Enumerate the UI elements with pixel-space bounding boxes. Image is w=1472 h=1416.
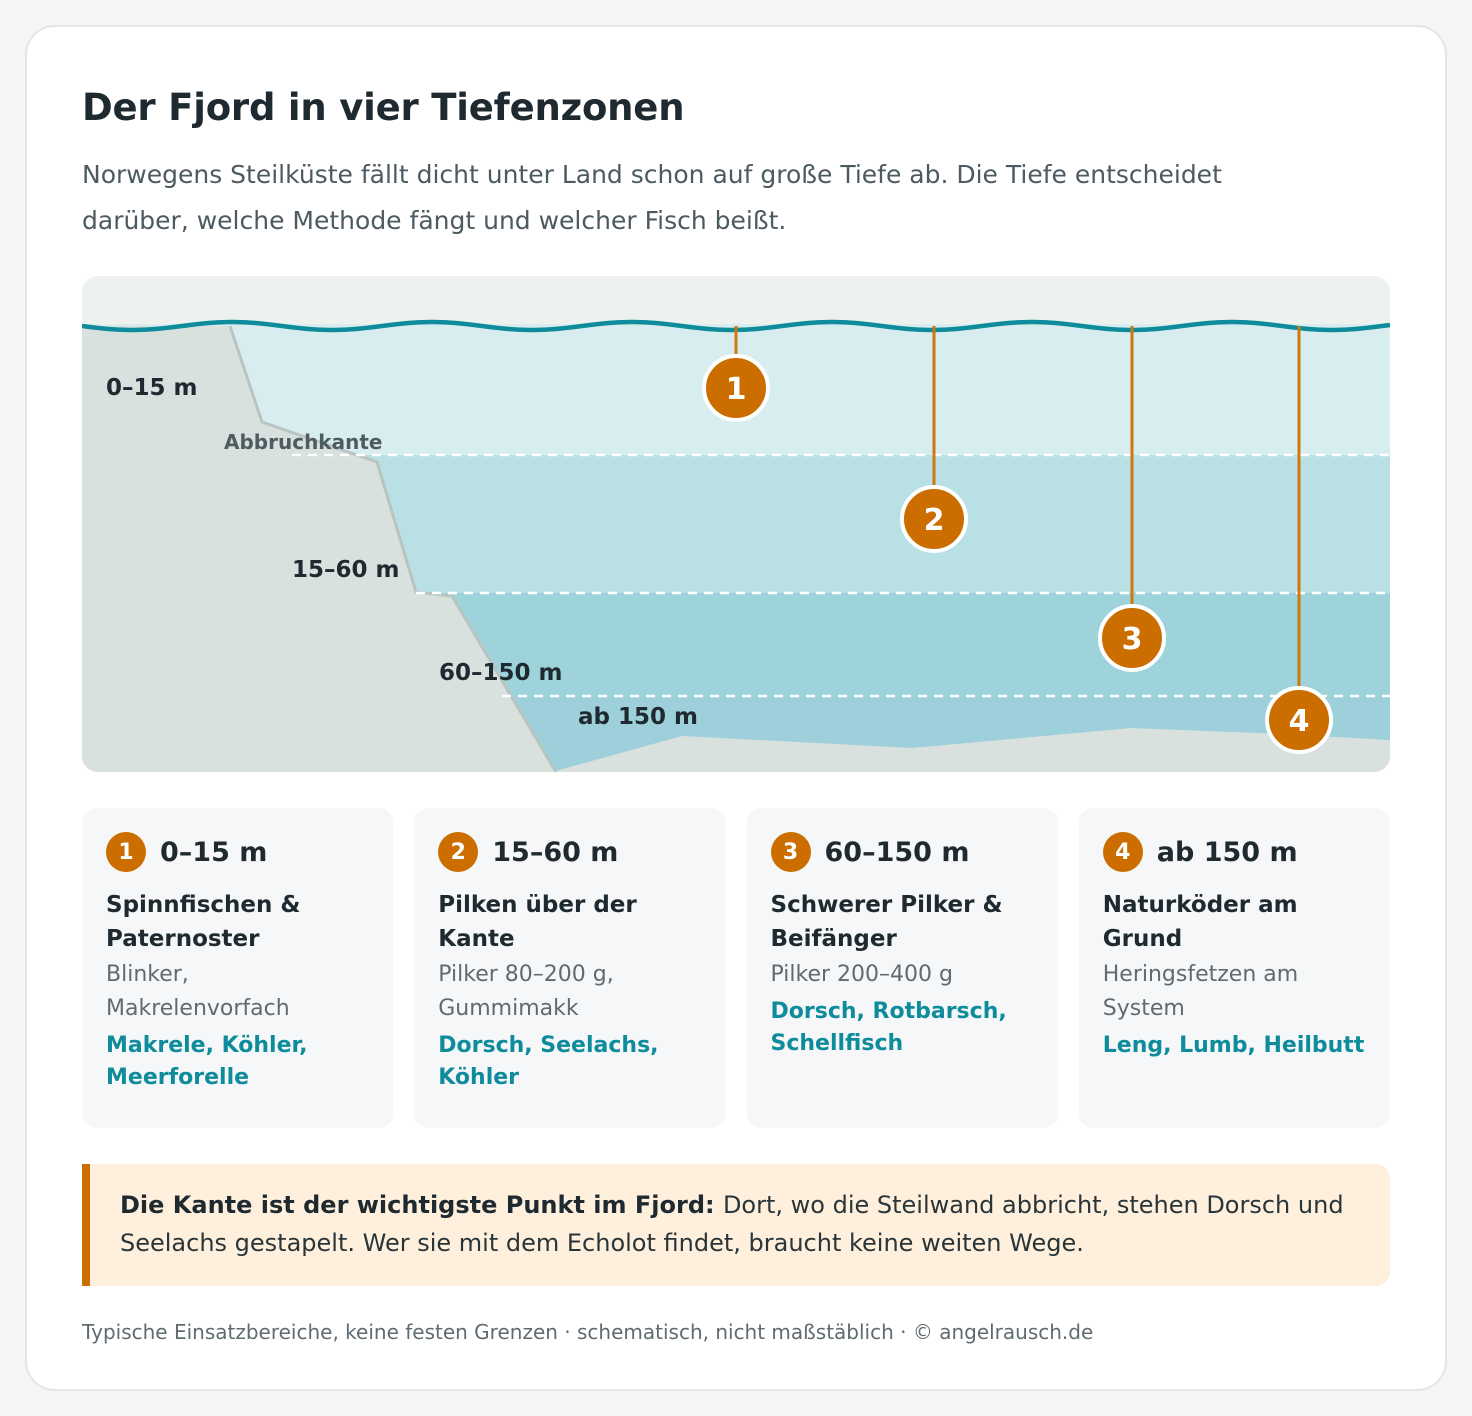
zone-gear: Pilker 80–200 g, Gummimakk (438, 962, 614, 1021)
zone-badge: 3 (770, 832, 811, 872)
marker-2-label: 2 (924, 503, 945, 538)
zone-depth: ab 150 m (1156, 836, 1298, 868)
tip-callout: Die Kante ist der wichtigste Punkt im Fj… (82, 1164, 1390, 1286)
zone-depth: 0–15 m (160, 836, 268, 868)
zone-gear: Heringsfetzen am System (1102, 962, 1299, 1021)
zone-card-1: 1 0–15 m Spinnfischen & Paternoster Blin… (82, 808, 394, 1128)
zone-depth: 15–60 m (492, 836, 619, 868)
zone-method: Pilken über der Kante (438, 892, 637, 952)
marker-4-label: 4 (1289, 704, 1310, 739)
edge-label: Abbruchkante (224, 430, 382, 454)
zone-badge: 4 (1102, 832, 1143, 872)
marker-1-label: 1 (726, 372, 747, 407)
zone-cards: 1 0–15 m Spinnfischen & Paternoster Blin… (82, 808, 1390, 1128)
zone-badge: 2 (438, 832, 479, 872)
zone-fish: Makrele, Köhler, Meerforelle (106, 1033, 308, 1090)
zone-badge: 1 (106, 832, 146, 872)
marker-3-label: 3 (1122, 622, 1143, 657)
seabed (552, 728, 1390, 772)
cliff-edge-line (228, 325, 558, 772)
tip-text: Dort, wo die Steilwand abbricht, stehen … (120, 1191, 1344, 1257)
depth-marker-3: 3 (1098, 604, 1166, 672)
zone-card-2: 2 15–60 m Pilken über der Kante Pilker 8… (414, 808, 726, 1128)
footer-note: Typische Einsatzbereiche, keine festen G… (82, 1320, 1094, 1344)
depth-marker-1: 1 (702, 354, 770, 422)
zone-label-150: ab 150 m (578, 704, 698, 730)
zone-method: Spinnfischen & Paternoster (106, 892, 301, 952)
tip-lead: Die Kante ist der wichtigste Punkt im Fj… (120, 1191, 723, 1219)
zone-depth: 60–150 m (824, 836, 970, 868)
depth-marker-2: 2 (900, 485, 968, 553)
zone-method: Naturköder am Grund (1102, 892, 1298, 952)
depth-marker-4: 4 (1265, 686, 1333, 754)
zone-label-0-15: 0–15 m (106, 375, 197, 401)
fjord-depth-diagram: 1 2 3 4 0–15 m Abbruchkante 15–60 m 60–1… (82, 276, 1390, 772)
zone-card-3: 3 60–150 m Schwerer Pilker & Beifänger P… (746, 808, 1058, 1128)
cliff-land (82, 326, 556, 772)
page-title: Der Fjord in vier Tiefenzonen (82, 86, 685, 129)
zone-fish: Leng, Lumb, Heilbutt (1102, 1033, 1365, 1058)
zone-fish: Dorsch, Seelachs, Köhler (438, 1033, 659, 1090)
zone-gear: Blinker, Makrelenvorfach (106, 962, 290, 1021)
zone-gear: Pilker 200–400 g (770, 962, 953, 987)
zone-label-60-150: 60–150 m (439, 660, 563, 686)
zone-fish: Dorsch, Rotbarsch, Schellfisch (770, 999, 1007, 1056)
zone-card-4: 4 ab 150 m Naturköder am Grund Heringsfe… (1078, 808, 1390, 1128)
intro-text: Norwegens Steilküste fällt dicht unter L… (82, 160, 1222, 235)
zone-method: Schwerer Pilker & Beifänger (770, 892, 1003, 952)
zone-label-15-60: 15–60 m (292, 557, 400, 583)
